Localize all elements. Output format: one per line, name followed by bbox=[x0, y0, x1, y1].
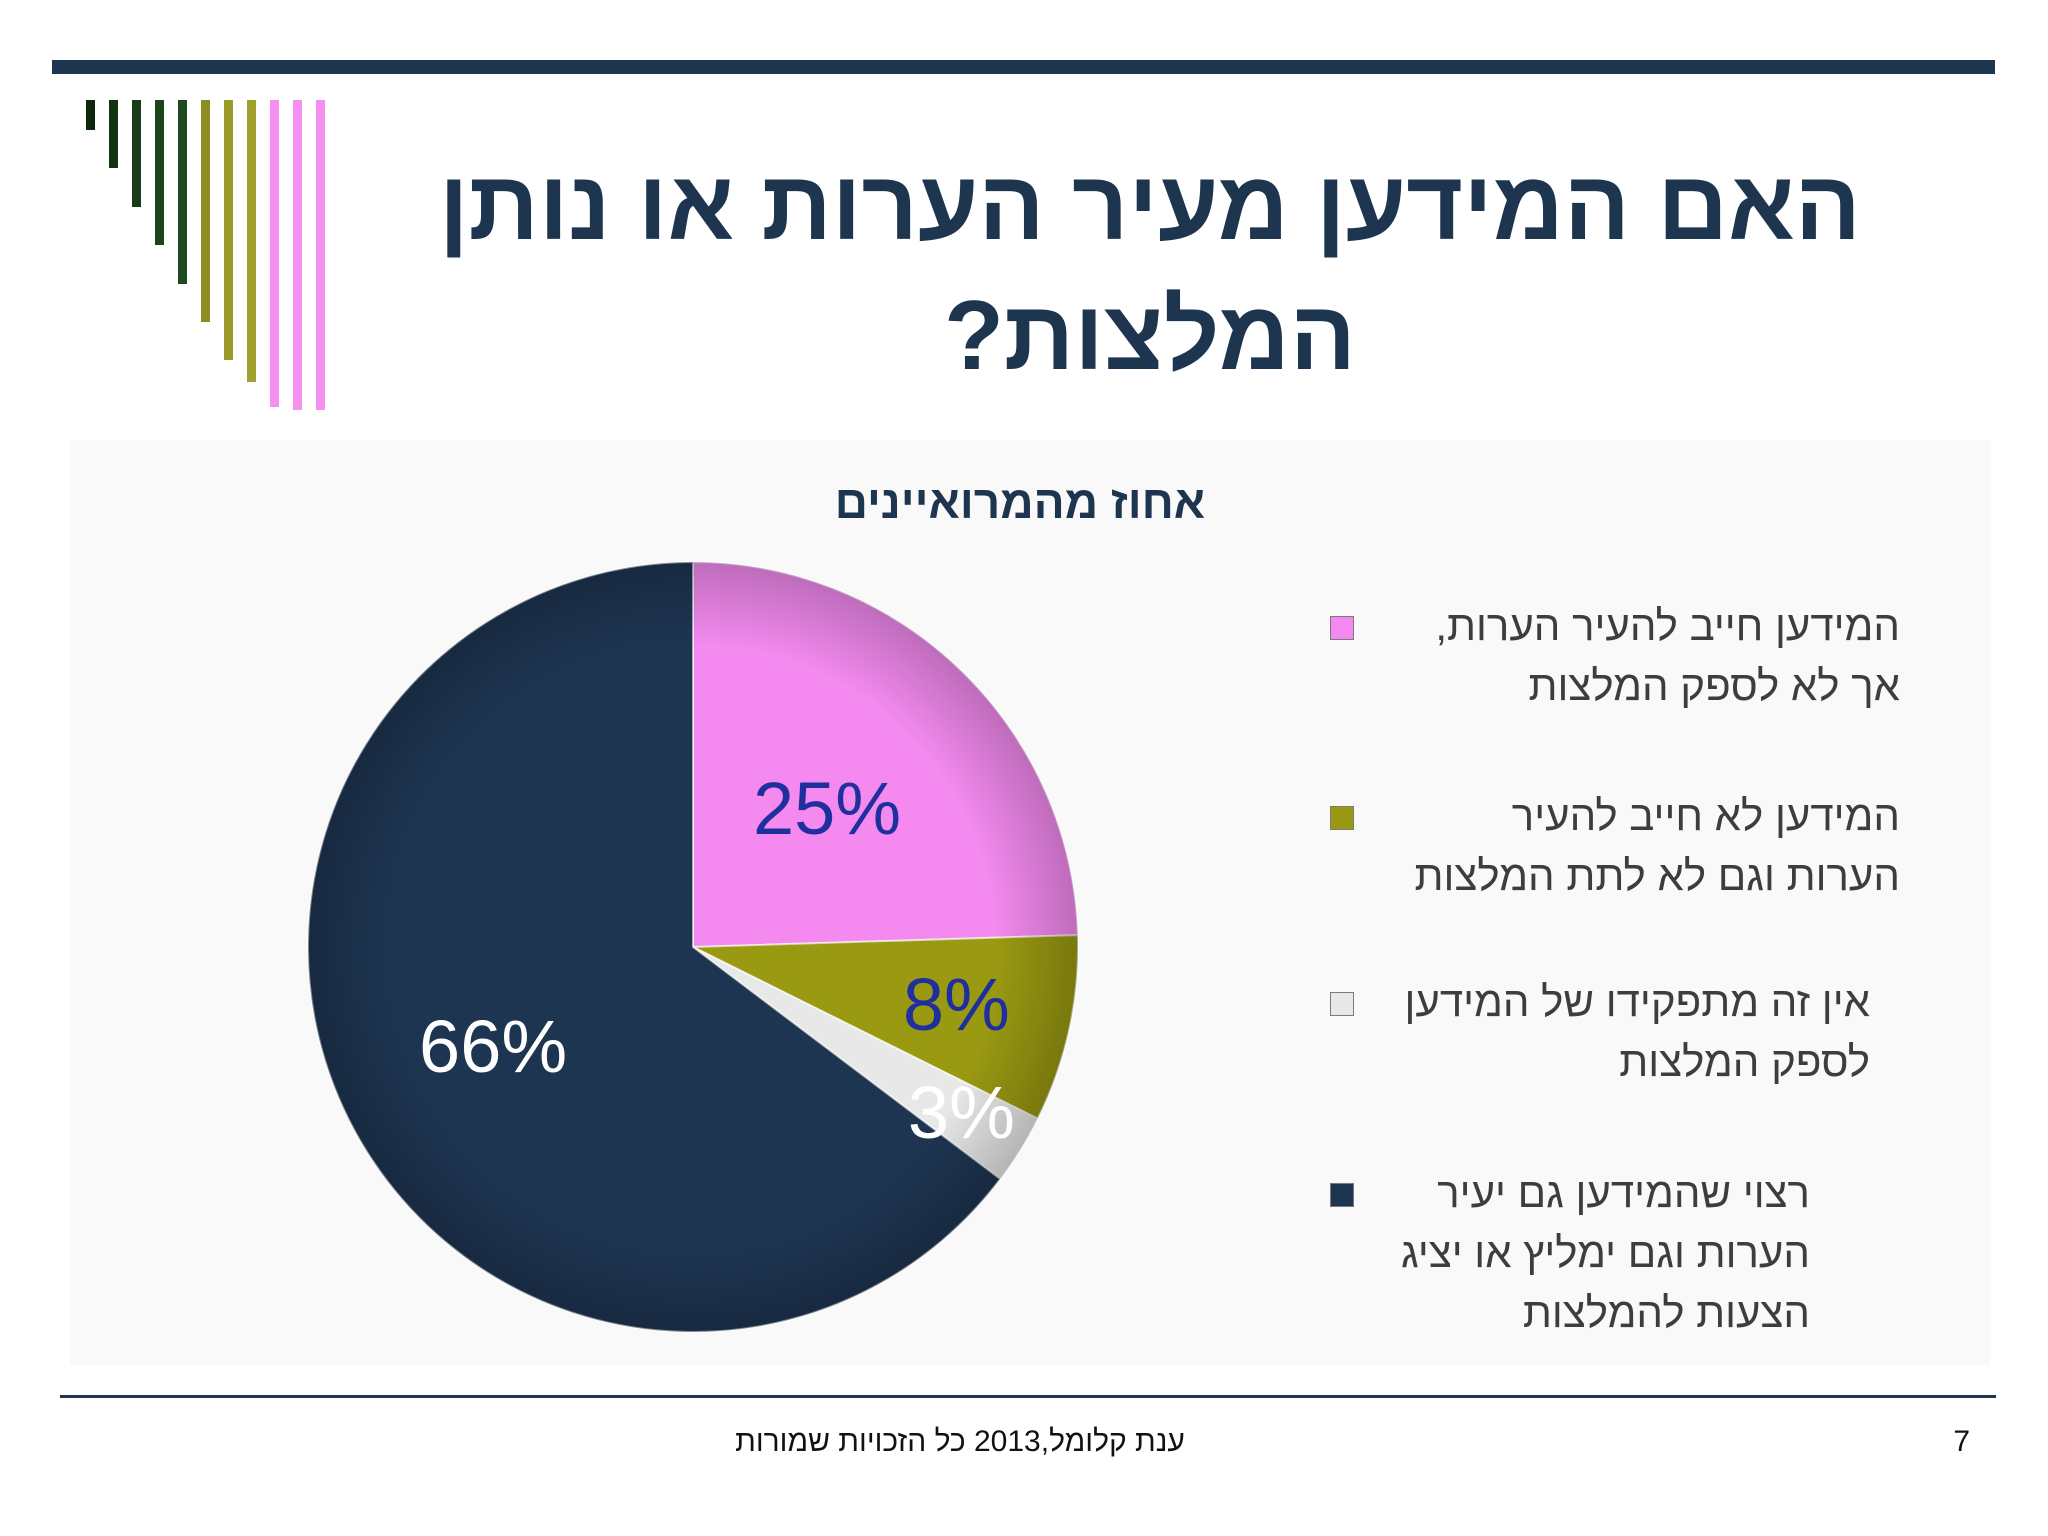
legend-swatch bbox=[1330, 1183, 1354, 1207]
legend-item: המידען חייב להעיר הערות, אך לא לספק המלצו… bbox=[1300, 596, 1930, 716]
legend-item: אין זה מתפקידו של המידען לספק המלצות bbox=[1300, 972, 1930, 1092]
pie-data-label: 25% bbox=[752, 766, 902, 850]
legend-label-line: הערות וגם לא לתת המלצות bbox=[1414, 852, 1900, 899]
decorative-stripe bbox=[201, 100, 210, 322]
decorative-stripes bbox=[40, 100, 340, 420]
decorative-stripe bbox=[270, 100, 279, 407]
legend-item: המידען לא חייב להעיר הערות וגם לא לתת המל… bbox=[1300, 786, 1930, 906]
legend-label-line: המידען לא חייב להעיר bbox=[1511, 792, 1900, 839]
legend-label-line: לספק המלצות bbox=[1619, 1038, 1870, 1085]
bottom-rule bbox=[60, 1395, 1996, 1398]
legend-label-line: הערות וגם ימליץ או יציג bbox=[1400, 1229, 1810, 1276]
footer-copyright: ענת קלומל,2013 כל הזכויות שמורות bbox=[735, 1425, 1185, 1458]
pie-data-label: 3% bbox=[907, 1071, 1015, 1155]
legend-label-line: המידען חייב להעיר הערות, bbox=[1435, 602, 1900, 649]
legend-swatch bbox=[1330, 806, 1354, 830]
top-rule bbox=[52, 60, 1995, 74]
legend-item: רצוי שהמידען גם יעיר הערות וגם ימליץ או י… bbox=[1300, 1163, 1930, 1343]
legend-label-line: רצוי שהמידען גם יעיר bbox=[1437, 1169, 1810, 1216]
slide-title: האם המידען מעיר הערות או נותן המלצות? bbox=[438, 150, 1862, 390]
chart-title: אחוז מהמרואיינים bbox=[834, 476, 1206, 528]
decorative-stripe bbox=[247, 100, 256, 382]
decorative-stripe bbox=[109, 100, 118, 168]
decorative-stripe bbox=[155, 100, 164, 245]
decorative-stripe bbox=[86, 100, 95, 130]
pie-data-label: 66% bbox=[419, 1004, 568, 1088]
legend-swatch bbox=[1330, 616, 1354, 640]
decorative-stripe bbox=[293, 100, 302, 410]
page-number: 7 bbox=[1953, 1425, 1970, 1458]
decorative-stripe bbox=[132, 100, 141, 207]
legend-swatch bbox=[1330, 992, 1354, 1016]
legend-label-line: אך לא לספק המלצות bbox=[1528, 662, 1901, 709]
decorative-stripe bbox=[224, 100, 233, 360]
legend-label-line: הצעות להמלצות bbox=[1522, 1289, 1810, 1336]
pie-data-label: 8% bbox=[902, 962, 1010, 1046]
legend-label-line: אין זה מתפקידו של המידען bbox=[1404, 978, 1870, 1025]
decorative-stripe bbox=[178, 100, 187, 284]
decorative-stripe bbox=[316, 100, 325, 410]
